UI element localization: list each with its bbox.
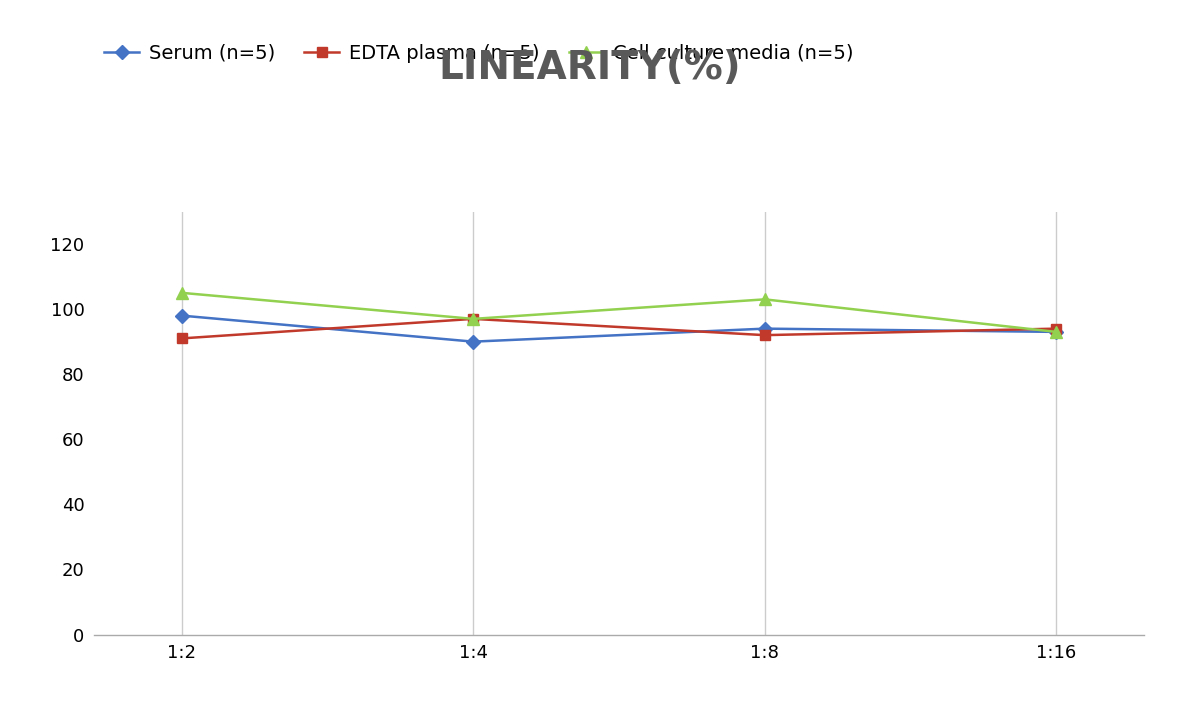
Cell culture media (n=5) — [758, 295, 772, 304]
Text: LINEARITY(%): LINEARITY(%) — [439, 49, 740, 87]
Line: Serum (n=5): Serum (n=5) — [177, 311, 1061, 347]
Legend: Serum (n=5), EDTA plasma (n=5), Cell culture media (n=5): Serum (n=5), EDTA plasma (n=5), Cell cul… — [104, 44, 854, 63]
Serum (n=5) — [466, 338, 480, 346]
Cell culture media (n=5) — [466, 314, 480, 323]
EDTA plasma (n=5) — [466, 314, 480, 323]
Cell culture media (n=5) — [1049, 328, 1063, 336]
Serum (n=5) — [758, 324, 772, 333]
Line: Cell culture media (n=5): Cell culture media (n=5) — [176, 288, 1062, 338]
EDTA plasma (n=5) — [1049, 324, 1063, 333]
Cell culture media (n=5) — [174, 288, 189, 297]
EDTA plasma (n=5) — [174, 334, 189, 343]
Line: EDTA plasma (n=5): EDTA plasma (n=5) — [177, 314, 1061, 343]
Serum (n=5) — [174, 312, 189, 320]
EDTA plasma (n=5) — [758, 331, 772, 339]
Serum (n=5) — [1049, 328, 1063, 336]
